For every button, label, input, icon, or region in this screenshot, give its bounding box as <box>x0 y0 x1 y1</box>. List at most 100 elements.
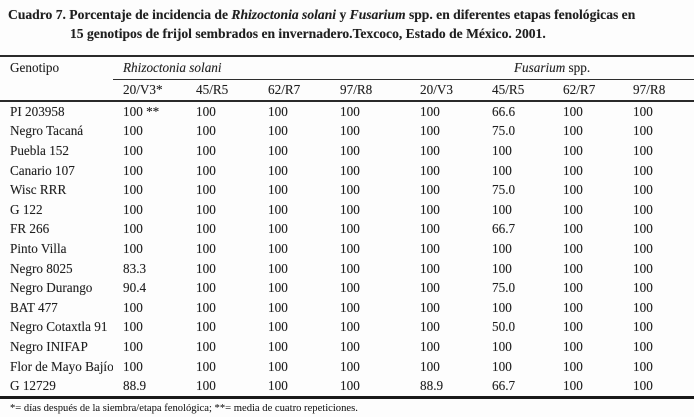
genotype-cell: Negro Cotaxtla 91 <box>10 319 108 335</box>
value-cell: 100 <box>563 319 583 335</box>
value-cell: 100 <box>563 103 583 119</box>
column-header: 97/R8 <box>623 79 694 102</box>
value-cell: 100 <box>268 182 288 198</box>
group-header-row: Genotipo Rhizoctonia solani Fusarium spp… <box>0 56 694 80</box>
table-row: G 122 100 100 100 100 100 100 100 100 <box>0 200 694 220</box>
column-header: 62/R7 <box>258 79 330 102</box>
value-cell: 100 <box>492 260 512 276</box>
genotype-cell: Flor de Mayo Bajío <box>10 358 113 374</box>
value-cell: 100 <box>196 280 216 296</box>
title-segment: spp. en diferentes etapas fenológicas en <box>405 7 636 22</box>
value-cell: 88.9 <box>123 378 147 394</box>
value-cell: 100 <box>196 299 216 315</box>
value-cell: 100 <box>340 240 360 256</box>
value-cell: 66.7 <box>492 221 516 237</box>
value-cell: 83.3 <box>123 260 147 276</box>
value-cell: 100 <box>563 162 583 178</box>
value-cell: 100 <box>340 142 360 158</box>
column-header: 45/R5 <box>186 79 258 102</box>
value-cell: 100 <box>340 201 360 217</box>
value-cell: 100 <box>123 162 143 178</box>
value-cell: 90.4 <box>123 280 147 296</box>
title-segment: y <box>336 7 350 22</box>
table-row: FR 266 100 100 100 100 100 66.7 100 100 <box>0 220 694 240</box>
table-title-line2: 15 genotipos de frijol sembrados en inve… <box>70 25 546 41</box>
genotype-cell: G 122 <box>10 201 43 217</box>
genotype-cell: G 12729 <box>10 378 56 394</box>
value-cell: 100 <box>268 319 288 335</box>
value-cell: 100 <box>340 358 360 374</box>
value-cell: 100 <box>268 240 288 256</box>
value-cell: 100 <box>268 123 288 139</box>
value-cell: 100 <box>633 299 653 315</box>
column-header: 20/V3 <box>410 79 483 102</box>
rhizoctonia-solani-label: Rhizoctonia solani <box>123 60 222 75</box>
table-row: Wisc RRR 100 100 100 100 100 75.0 100 100 <box>0 180 694 200</box>
table-row: Negro 8025 83.3 100 100 100 100 100 100 100 <box>0 259 694 279</box>
value-cell: 50.0 <box>492 319 516 335</box>
value-cell: 100 <box>492 201 512 217</box>
value-cell: 75.0 <box>492 182 516 198</box>
value-cell: 100 <box>196 358 216 374</box>
value-cell: 100 <box>123 319 143 335</box>
genotype-cell: BAT 477 <box>10 299 58 315</box>
table-row: Pinto Villa 100 100 100 100 100 100 100 100 <box>0 239 694 259</box>
value-cell: 100 <box>633 221 653 237</box>
value-cell: 100 <box>633 280 653 296</box>
value-cell: 100 <box>268 299 288 315</box>
value-cell: 100 <box>492 240 512 256</box>
value-cell: 100 <box>340 338 360 354</box>
value-cell: 100 <box>123 358 143 374</box>
value-cell: 100 <box>633 260 653 276</box>
value-cell: 100 <box>196 162 216 178</box>
genotype-cell: Negro Tacaná <box>10 123 84 139</box>
value-cell: 100 <box>633 338 653 354</box>
value-cell: 100 <box>633 103 653 119</box>
value-cell: 100 <box>492 338 512 354</box>
value-cell: 100 <box>563 221 583 237</box>
table-title-line1: Cuadro 7. Porcentaje de incidencia de Rh… <box>8 6 688 25</box>
value-cell: 100 <box>492 162 512 178</box>
value-cell: 100 <box>268 358 288 374</box>
value-cell: 100 <box>633 162 653 178</box>
value-cell: 100 <box>420 221 440 237</box>
genotype-cell: Puebla 152 <box>10 142 69 158</box>
spp-label: spp. <box>565 60 591 75</box>
genotype-cell: Wisc RRR <box>10 182 67 198</box>
value-cell: 100 <box>420 182 440 198</box>
value-cell: 100 <box>340 221 360 237</box>
value-cell: 100 <box>563 142 583 158</box>
value-cell: 88.9 <box>420 378 444 394</box>
table-row: Flor de Mayo Bajío 100 100 100 100 100 100 100 1… <box>0 357 694 377</box>
value-cell: 100 <box>340 123 360 139</box>
value-cell: 100 <box>633 319 653 335</box>
value-cell: 100 <box>196 240 216 256</box>
table-row: Negro INIFAP 100 100 100 100 100 100 100 100 <box>0 337 694 357</box>
value-cell: 100 <box>563 338 583 354</box>
value-cell: 100 <box>340 378 360 394</box>
value-cell: 100 <box>563 299 583 315</box>
value-cell: 100 <box>563 378 583 394</box>
group-header-rhizoctonia: Rhizoctonia solani <box>113 56 411 80</box>
value-cell: 100 <box>633 123 653 139</box>
value-cell: 100 <box>196 182 216 198</box>
table-row: BAT 477 100 100 100 100 100 100 100 100 <box>0 298 694 318</box>
table-row: Negro Cotaxtla 91 100 100 100 100 100 50.0 100 1… <box>0 318 694 338</box>
value-cell: 100 <box>340 319 360 335</box>
value-cell: 100 <box>340 182 360 198</box>
value-cell: 100 <box>340 162 360 178</box>
genotype-cell: Negro Durango <box>10 280 93 296</box>
value-cell: 100 <box>420 142 440 158</box>
fusarium-label: Fusarium <box>513 60 566 75</box>
value-cell: 100 <box>268 338 288 354</box>
subheader-row: 20/V3* 45/R5 62/R7 97/R8 20/V3 45/R5 62/R7 97/R… <box>0 79 694 102</box>
value-cell: 75.0 <box>492 280 516 296</box>
value-cell: 100 <box>633 182 653 198</box>
group-header-fusarium: Fusarium spp. <box>410 56 694 80</box>
subheader-spacer <box>0 79 113 102</box>
genotype-cell: Pinto Villa <box>10 240 67 256</box>
genotype-cell: PI 203958 <box>10 103 65 119</box>
genotype-cell: Canario 107 <box>10 162 75 178</box>
table-row: Puebla 152 100 100 100 100 100 100 100 100 <box>0 141 694 161</box>
value-cell: 100 <box>123 201 143 217</box>
